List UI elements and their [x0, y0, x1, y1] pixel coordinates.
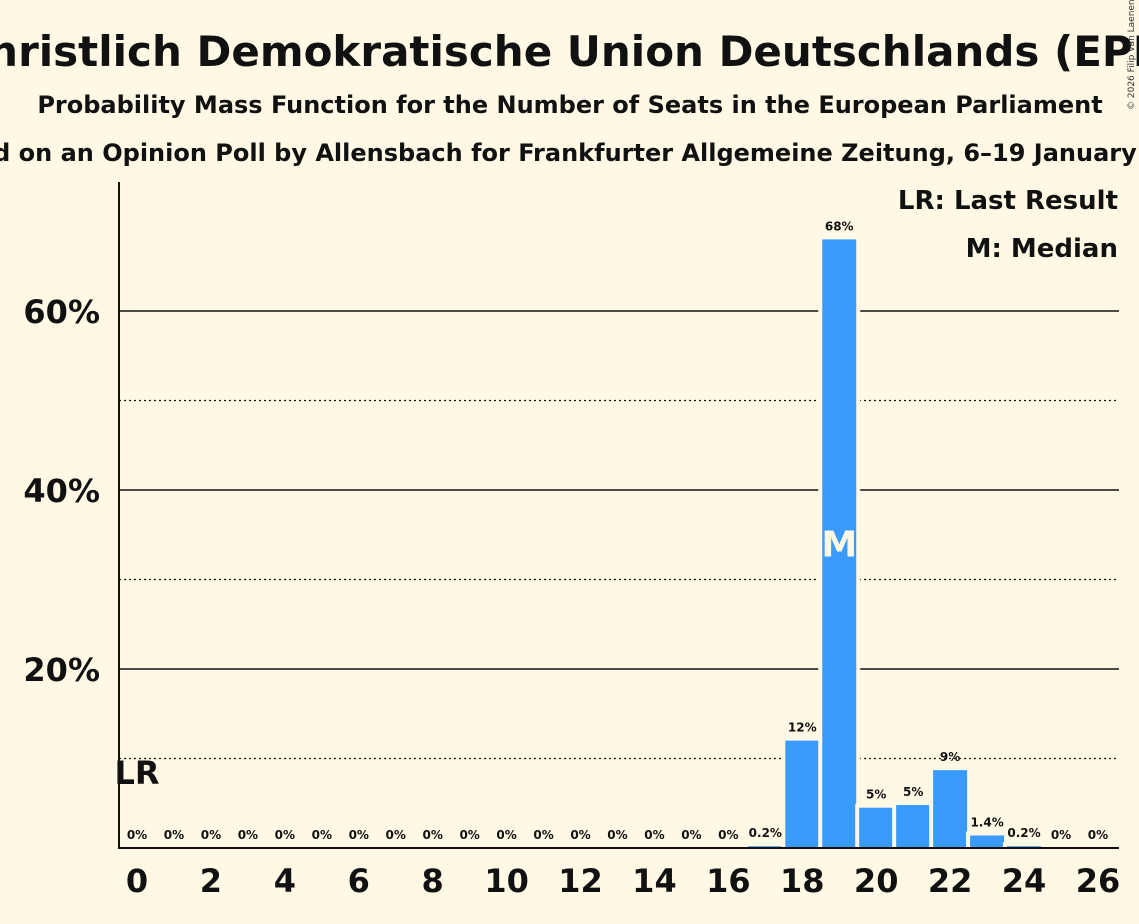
bar-seat-22: [933, 770, 968, 848]
value-label-seat-5: 0%: [312, 828, 332, 842]
value-label-seat-18: 12%: [788, 721, 817, 735]
bar-gap-24: [1003, 842, 1046, 848]
value-label-seat-20: 5%: [866, 788, 886, 802]
value-label-seat-9: 0%: [459, 828, 479, 842]
chart-title: Christlich Demokratische Union Deutschla…: [0, 27, 1139, 76]
x-tick-12: 12: [558, 862, 603, 900]
value-label-seat-0: 0%: [127, 828, 147, 842]
value-labels: 0% 0% 0% 0% 0% 0% 0% 0% 0% 0% 0% 0% 0% 0% 0% 0% 0% 0.2% 12…: [127, 219, 1108, 842]
value-label-seat-24: 0.2%: [1007, 826, 1040, 840]
x-tick-26: 26: [1076, 862, 1121, 900]
bar-seat-20: [859, 807, 894, 848]
legend-last-result: LR: Last Result: [898, 186, 1118, 216]
bar-gap-17: [744, 842, 787, 848]
copyright: © 2026 Filip van Laenen: [1127, 0, 1137, 110]
gridlines: [119, 310, 1119, 760]
bar-seat-23: [970, 835, 1005, 848]
value-label-seat-25: 0%: [1051, 828, 1071, 842]
value-label-seat-19: 68%: [825, 219, 854, 233]
bar-seat-19: [822, 239, 857, 848]
bars: [744, 235, 1046, 848]
last-result-marker: LR: [114, 754, 159, 792]
x-tick-22: 22: [928, 862, 973, 900]
value-label-seat-13: 0%: [607, 828, 627, 842]
value-label-seat-3: 0%: [238, 828, 258, 842]
x-tick-labels: 0 2 4 6 8 10 12 14 16 18 20 22 24 26: [126, 862, 1120, 900]
x-tick-10: 10: [484, 862, 529, 900]
y-tick-40: 40%: [23, 472, 100, 510]
value-label-seat-12: 0%: [570, 828, 590, 842]
chart-subtitle: Probability Mass Function for the Number…: [37, 91, 1102, 119]
x-tick-14: 14: [632, 862, 677, 900]
x-tick-2: 2: [200, 862, 222, 900]
value-label-seat-4: 0%: [275, 828, 295, 842]
legend-median: M: Median: [966, 234, 1118, 264]
value-label-seat-1: 0%: [164, 828, 184, 842]
value-label-seat-8: 0%: [422, 828, 442, 842]
value-label-seat-7: 0%: [386, 828, 406, 842]
x-tick-24: 24: [1002, 862, 1047, 900]
value-label-seat-11: 0%: [533, 828, 553, 842]
median-marker: M: [821, 525, 857, 566]
bar-seat-18: [785, 740, 820, 848]
x-tick-8: 8: [422, 862, 444, 900]
y-tick-60: 60%: [23, 293, 100, 331]
value-label-seat-10: 0%: [496, 828, 516, 842]
value-label-seat-2: 0%: [201, 828, 221, 842]
y-tick-20: 20%: [23, 651, 100, 689]
x-tick-0: 0: [126, 862, 148, 900]
value-label-seat-22: 9%: [940, 750, 960, 764]
bar-seat-21: [896, 805, 931, 848]
chart-source: Based on an Opinion Poll by Allensbach f…: [0, 139, 1139, 167]
value-label-seat-23: 1.4%: [970, 815, 1003, 829]
value-label-seat-17: 0.2%: [749, 826, 782, 840]
value-label-seat-14: 0%: [644, 828, 664, 842]
x-tick-4: 4: [274, 862, 296, 900]
x-tick-20: 20: [854, 862, 899, 900]
x-tick-16: 16: [706, 862, 751, 900]
x-tick-6: 6: [348, 862, 370, 900]
value-label-seat-21: 5%: [903, 785, 923, 799]
value-label-seat-16: 0%: [718, 828, 738, 842]
value-label-seat-15: 0%: [681, 828, 701, 842]
y-tick-labels: 20% 40% 60%: [23, 293, 100, 689]
value-label-seat-6: 0%: [349, 828, 369, 842]
x-tick-18: 18: [780, 862, 825, 900]
value-label-seat-26: 0%: [1088, 828, 1108, 842]
